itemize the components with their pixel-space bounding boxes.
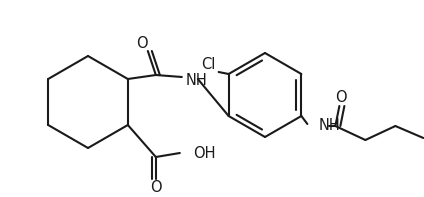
Text: OH: OH [193,146,215,161]
Text: O: O [136,35,148,50]
Text: Cl: Cl [201,57,216,72]
Text: O: O [335,89,347,104]
Text: NH: NH [318,119,340,134]
Text: O: O [150,179,162,194]
Text: NH: NH [186,73,208,88]
